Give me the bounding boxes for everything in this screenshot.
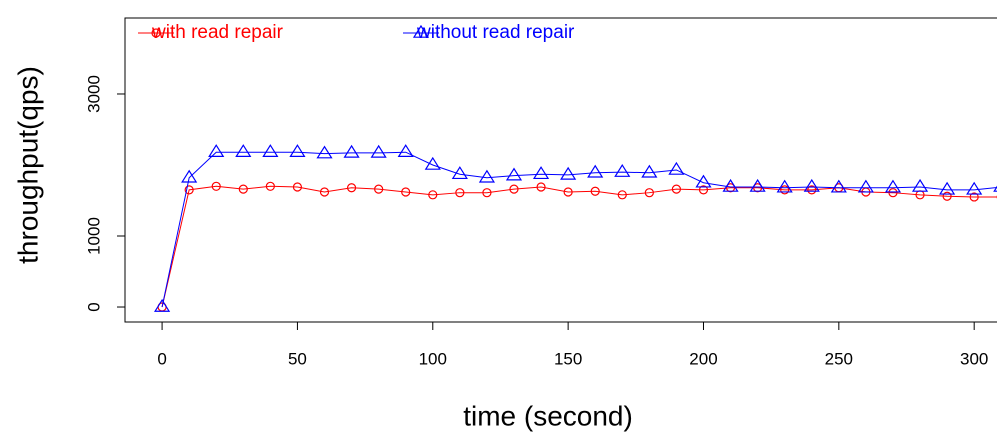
circle-marker (319, 187, 330, 197)
x-tick-label: 150 (554, 349, 582, 368)
y-tick-label: 3000 (84, 75, 103, 113)
triangle-marker (424, 156, 441, 170)
y-axis-label: throughput(qps) (12, 66, 43, 264)
triangle-marker (451, 166, 468, 180)
circle-marker (509, 184, 519, 194)
circle-marker (780, 185, 790, 195)
circle-marker (401, 187, 411, 197)
circle-marker (969, 192, 979, 202)
triangle-marker (262, 144, 279, 158)
x-tick-label: 250 (825, 349, 853, 368)
plot-frame (124, 17, 997, 323)
triangle-marker (532, 166, 550, 180)
x-tick-label: 200 (689, 349, 717, 368)
circle-marker (238, 184, 248, 194)
triangle-marker (560, 166, 577, 180)
circle-marker (265, 181, 275, 191)
triangle-marker (641, 164, 658, 178)
triangle-marker (749, 178, 766, 192)
triangle-marker (370, 144, 387, 158)
triangle-marker (397, 144, 414, 158)
series-line (161, 185, 997, 308)
circle-marker (482, 188, 492, 198)
y-tick-label: 0 (84, 302, 103, 311)
x-tick-label: 300 (960, 349, 988, 368)
legend-label: with read repair (151, 22, 284, 43)
circle-marker (428, 190, 438, 200)
circle-marker (346, 183, 357, 193)
triangle-marker (289, 144, 306, 158)
triangle-marker (911, 178, 929, 192)
x-tick-label: 100 (419, 349, 447, 368)
circle-marker (536, 182, 546, 192)
circle-marker (617, 190, 627, 200)
triangle-marker (316, 145, 333, 159)
legend-label: without read repair (416, 22, 575, 43)
triangle-marker (776, 179, 793, 193)
circle-marker (292, 182, 303, 192)
triangle-marker (181, 169, 198, 183)
triangle-marker (208, 144, 225, 158)
circle-marker (590, 186, 600, 196)
circle-marker (563, 187, 573, 197)
circle-marker (942, 191, 952, 201)
triangle-marker (857, 179, 874, 193)
triangle-marker (695, 174, 712, 188)
circle-marker (374, 184, 384, 194)
circle-marker (644, 188, 654, 198)
circle-marker (184, 185, 194, 195)
triangle-marker (235, 144, 252, 158)
circle-marker (888, 188, 898, 198)
triangle-marker (587, 164, 604, 178)
triangle-marker (722, 178, 739, 192)
triangle-marker (803, 178, 820, 192)
x-tick-label: 0 (157, 349, 166, 368)
circle-marker (455, 188, 465, 198)
triangle-marker (343, 144, 360, 158)
triangle-marker (884, 179, 902, 193)
triangle-marker (830, 179, 847, 193)
triangle-marker (939, 181, 956, 195)
triangle-marker (614, 163, 631, 177)
plot-area (154, 144, 997, 312)
triangle-marker (505, 167, 523, 181)
triangle-marker (412, 24, 430, 38)
triangle-marker (478, 169, 496, 183)
series-line (161, 151, 997, 308)
x-tick-label: 50 (288, 349, 307, 368)
circle-marker (671, 184, 682, 194)
x-axis-label: time (second) (463, 400, 633, 431)
circle-marker (151, 28, 161, 38)
circle-marker (807, 185, 817, 195)
circle-marker (211, 181, 221, 191)
triangle-marker (668, 161, 685, 175)
triangle-marker (154, 298, 171, 312)
circle-marker (698, 185, 709, 195)
y-tick-label: 1000 (84, 217, 103, 255)
triangle-marker (966, 181, 983, 195)
